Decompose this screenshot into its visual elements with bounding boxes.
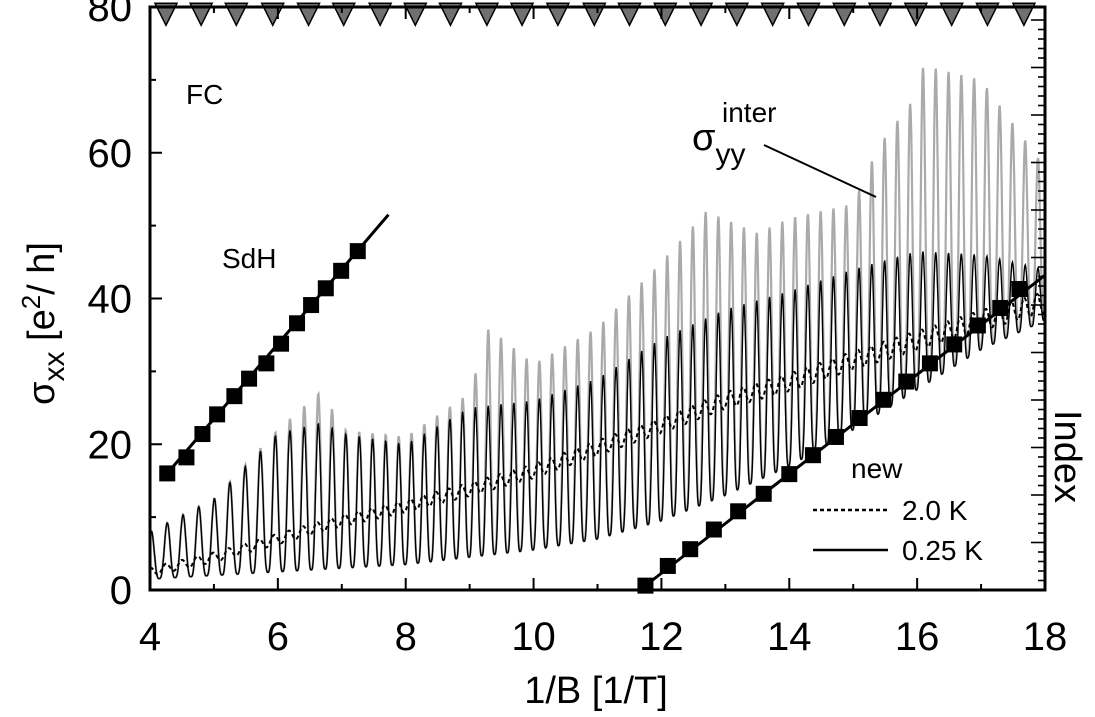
sigma-yy-sup: inter [722,97,776,128]
new-point [921,355,938,372]
new-point [755,485,772,502]
x-tick-label: 12 [639,615,684,659]
fc-marker [545,2,571,27]
legend: new 2.0 K 0.25 K [813,453,983,566]
fc-marker [509,2,535,27]
y-label-sub: xx [38,352,71,382]
new-point [827,428,844,445]
legend-title: new [851,453,903,484]
right-axis-label: Index [1046,410,1088,503]
x-tick-label: 4 [139,615,161,659]
sdh-point [273,335,290,352]
fc-marker [760,2,785,27]
sigma-yy-inter-label: σyy inter [692,97,877,198]
y-label-sigma: σ [21,382,63,405]
new-point [730,503,747,520]
x-tick-label: 18 [1023,615,1068,659]
new-point [898,373,915,390]
fc-marker [939,2,964,27]
fc-marker [367,2,393,27]
fc-marker [153,2,179,27]
fc-marker [688,2,714,27]
y-tick-label: 0 [110,569,132,613]
new-point [705,521,722,538]
fc-marker [1011,2,1037,27]
new-point [969,317,986,334]
x-axis-label: 1/B [1/T] [524,670,668,712]
sdh-point [226,388,243,405]
fc-marker [617,2,642,27]
fc-marker [796,2,821,27]
y-axis-label: σxx [e2/ h] [16,242,71,405]
sdh-point [349,243,366,260]
fc-marker [832,2,857,27]
axis-layer: 4 6 8 10 12 14 16 18 0 20 40 60 80 [88,0,1068,659]
sigma-yy-sub: yy [715,138,745,171]
fc-marker [403,2,428,27]
trace-2.0K [150,292,1046,576]
fc-marker [438,2,463,27]
sigma-yy-pointer-line [763,144,877,198]
sdh-point [241,370,258,387]
sdh-point [209,406,226,423]
sigma-yy-main: σ [692,117,715,159]
sdh-point [159,465,176,482]
svg-text:σxx [e2/ h]: σxx [e2/ h] [16,242,71,405]
fc-marker [582,2,607,27]
sdh-point [333,262,350,279]
new-point [851,410,868,427]
sdh-label: SdH [222,243,276,274]
fc-marker [331,2,356,27]
new-point [946,336,963,353]
fc-marker [867,2,893,27]
y-label-unit-sup: 2 [16,295,46,309]
new-point [682,541,699,558]
sdh-point [289,315,306,332]
svg-text:σyy: σyy [692,117,745,171]
new-point [992,299,1009,316]
sdh-point [194,426,211,443]
fc-marker [903,2,929,27]
x-tick-label: 16 [895,615,940,659]
new-point [781,466,798,483]
sdh-point [317,280,334,297]
new-point [875,391,892,408]
new-point [659,557,676,574]
fc-marker [474,2,500,27]
y-tick-label: 80 [88,0,133,30]
x-tick-label: 8 [395,615,417,659]
fc-marker [224,2,249,27]
x-tick-label: 14 [767,615,812,659]
y-tick-label: 40 [88,278,133,322]
fc-marker [653,2,678,27]
new-point [1011,281,1028,298]
trace-0.25K [150,251,1045,580]
y-label-unit-pre: [e [21,309,63,351]
x-tick-label: 6 [267,615,289,659]
y-tick-label: 20 [88,423,133,467]
fc-marker [724,2,750,27]
y-label-unit-post: / h] [21,242,63,295]
fc-label: FC [186,79,223,110]
x-tick-label: 10 [511,615,556,659]
y-tick-label: 60 [88,132,133,176]
sdh-point [258,355,275,372]
sdh-point [303,297,320,314]
new-point [804,447,821,464]
marks-layer [153,2,1046,594]
sdh-point [178,449,195,466]
legend-label-2K: 2.0 K [902,495,968,526]
fc-marker [296,2,321,27]
plot-layer [150,67,1046,580]
legend-label-025K: 0.25 K [902,535,983,566]
fc-marker [188,2,214,27]
